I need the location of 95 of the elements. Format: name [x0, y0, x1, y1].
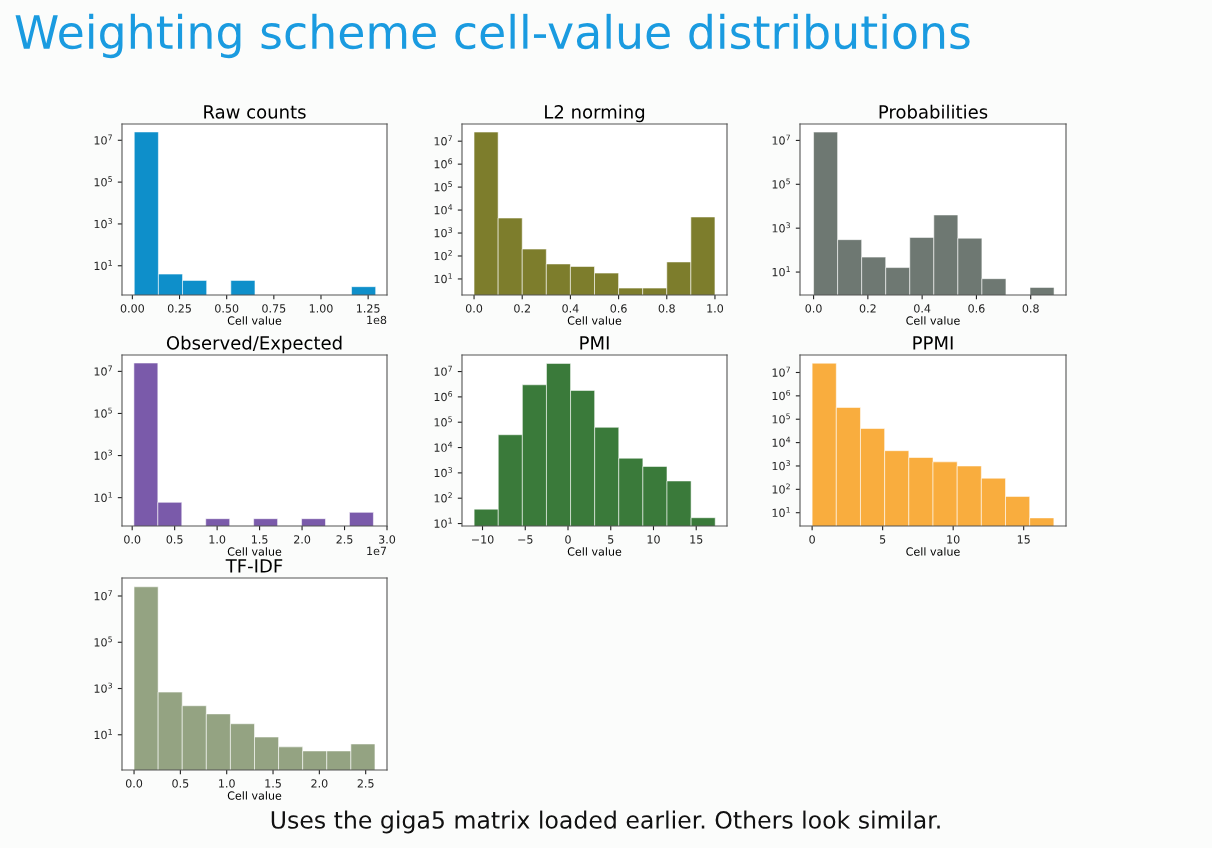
y-tick-label: 10$^{3}$ [94, 682, 112, 693]
text: 1e7 [367, 546, 387, 556]
y-tick-label: 10$^{3}$ [434, 227, 452, 238]
x-tick-label: 15 [690, 535, 703, 544]
x-axis-title: Cell value [227, 791, 282, 800]
y-tick-label: 10$^{3}$ [434, 466, 452, 478]
x-axis-title: Cell value [906, 547, 960, 556]
x-tick-label: 0.0 [125, 779, 143, 788]
x-tick-label: 0.5 [172, 779, 189, 788]
x-tick-label: 10 [947, 535, 960, 544]
x-tick-label: 0 [809, 535, 815, 544]
chart-title: Raw counts [204, 105, 306, 119]
x-tick-label: 2.5 [357, 779, 374, 788]
y-tick-label: 10$^{4}$ [772, 436, 791, 447]
x-tick-label: 0.2 [514, 304, 530, 313]
y-tick-label: 10$^{6}$ [434, 158, 453, 169]
chart-title: L2 norming [545, 104, 645, 123]
y-tick-label: 10$^{1}$ [94, 491, 112, 502]
x-tick-label: 0.0 [465, 304, 483, 313]
chart-title: TF-IDF [225, 559, 283, 573]
x-tick-label: 1.25 [356, 304, 380, 313]
y-tick-label: 10$^{5}$ [434, 181, 452, 192]
y-tick-label: 10$^{5}$ [94, 636, 112, 647]
x-axis-title: Cell value [567, 316, 622, 325]
x-tick-label: 2.0 [311, 779, 328, 788]
x-tick-label: 1.5 [265, 779, 281, 788]
x-tick-label: 0.4 [914, 304, 931, 313]
x-tick-label: 0.4 [562, 304, 579, 313]
y-tick-label: 10$^{7}$ [772, 134, 790, 145]
x-axis-title: Cell value [906, 316, 960, 325]
chart-title: Probabilities [879, 104, 988, 119]
y-tick-label: 10$^{7}$ [772, 366, 790, 377]
x-tick-label: 0.0 [805, 304, 822, 313]
x-tick-label: 0.0 [124, 535, 141, 544]
y-tick-label: 10$^{1}$ [434, 273, 452, 284]
y-tick-label: 10$^{1}$ [772, 266, 790, 277]
y-tick-label: 10$^{2}$ [434, 492, 452, 503]
x-tick-label: 0.6 [610, 304, 627, 313]
x-tick-label: 0.25 [167, 304, 191, 313]
x-tick-label: 1.0 [209, 535, 226, 544]
x-tick-label: 1.5 [251, 535, 268, 544]
x-tick-label: 1.00 [309, 304, 333, 313]
y-tick-label: 10$^{3}$ [772, 460, 790, 471]
x-tick-label: 0.75 [262, 304, 286, 313]
x-tick-label: 0.6 [968, 304, 985, 313]
x-tick-label: 0.2 [859, 304, 876, 313]
y-tick-label: 10$^{2}$ [772, 483, 790, 494]
chart-title: Observed/Expected [166, 335, 342, 354]
y-tick-label: 10$^{1}$ [434, 517, 452, 528]
x-tick-label: 0.00 [120, 304, 145, 313]
x-axis-title: Cell value [227, 316, 282, 325]
text: Uses the giga5 matrix loaded earlier. Others look similar. [271, 810, 940, 834]
y-tick-label: 10$^{1}$ [94, 729, 112, 740]
y-tick-label: 10$^{7}$ [94, 590, 112, 601]
y-tick-label: 10$^{3}$ [94, 449, 112, 460]
y-tick-label: 10$^{7}$ [94, 365, 112, 376]
y-tick-label: 10$^{5}$ [772, 178, 790, 189]
y-tick-label: 10$^{4}$ [434, 441, 453, 452]
x-tick-label: 5 [608, 535, 614, 544]
x-tick-label: 0.8 [1022, 304, 1039, 313]
y-tick-label: 10$^{7}$ [434, 365, 452, 376]
x-axis-title: Cell value [227, 547, 282, 556]
y-tick-label: 10$^{3}$ [94, 218, 112, 229]
text: Weighting scheme cell-value distributions [15, 13, 970, 59]
x-axis-title: Cell value [567, 547, 622, 556]
x-tick-label: 15 [1017, 535, 1030, 544]
y-tick-label: 10$^{7}$ [434, 135, 452, 146]
x-tick-label: 2.0 [294, 535, 311, 544]
chart-title: PMI [580, 336, 609, 350]
y-tick-label: 10$^{2}$ [434, 250, 452, 261]
y-tick-label: 10$^{1}$ [772, 506, 790, 518]
x-tick-label: 2.5 [336, 535, 353, 544]
x-tick-label: 5 [879, 535, 886, 544]
x-tick-label: 0.5 [166, 535, 183, 544]
y-tick-label: 10$^{5}$ [772, 413, 790, 424]
x-tick-label: 0.8 [658, 304, 675, 313]
y-tick-label: 10$^{7}$ [94, 134, 112, 145]
x-tick-label: 10 [647, 535, 660, 544]
y-tick-label: 10$^{4}$ [434, 204, 453, 215]
x-tick-label: −5 [518, 535, 533, 544]
x-tick-label: 3.0 [379, 535, 396, 544]
x-tick-label: 0 [565, 535, 571, 544]
chart-title: PPMI [913, 336, 953, 350]
x-tick-label: 1.0 [707, 304, 724, 313]
y-tick-label: 10$^{5}$ [94, 407, 112, 418]
y-tick-label: 10$^{6}$ [772, 389, 791, 401]
y-tick-label: 10$^{5}$ [94, 176, 112, 187]
x-tick-label: −10 [471, 535, 494, 544]
y-tick-label: 10$^{6}$ [434, 390, 453, 402]
y-tick-label: 10$^{1}$ [94, 259, 112, 271]
y-tick-label: 10$^{5}$ [434, 416, 452, 427]
x-tick-label: 1.0 [219, 779, 235, 788]
x-tick-label: 0.50 [215, 304, 239, 313]
y-tick-label: 10$^{3}$ [772, 222, 790, 233]
text: 1e8 [367, 315, 387, 325]
